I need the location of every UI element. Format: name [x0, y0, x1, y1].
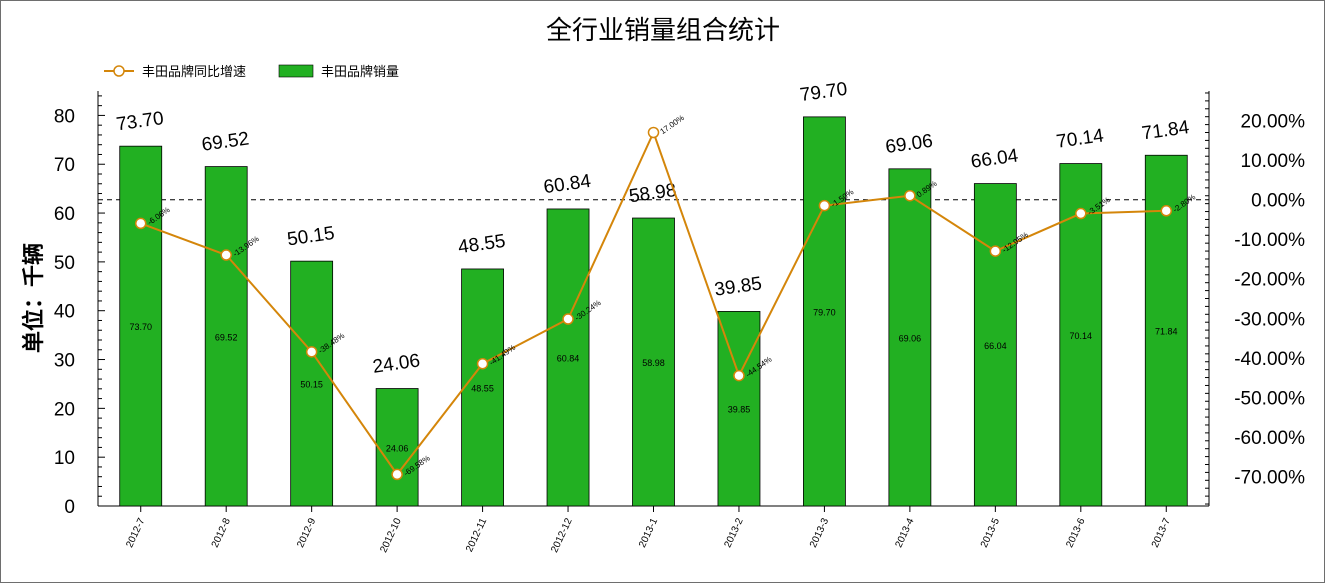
bar-inner-label: 66.04: [984, 341, 1007, 351]
bar-top-label: 58.98: [628, 180, 678, 207]
legend-label-sales: 丰田品牌销量: [321, 64, 399, 79]
bar: [717, 311, 761, 507]
left-tick-label: 40: [54, 302, 75, 323]
x-tick-label: 2013-3: [808, 516, 831, 549]
growth-point: [220, 249, 232, 261]
bar: [888, 168, 932, 507]
bar-top-label: 73.70: [115, 108, 165, 135]
left-tick-label: 0: [64, 497, 75, 518]
bar-inner-label: 73.70: [129, 322, 152, 332]
growth-point: [305, 346, 318, 358]
x-tick-label: 2012-9: [295, 516, 318, 549]
bar-top-label: 39.85: [713, 273, 763, 300]
bar: [290, 260, 334, 507]
legend-label-growth: 丰田品牌同比增速: [142, 64, 246, 79]
legend: 丰田品牌同比增速 丰田品牌销量: [104, 64, 399, 79]
bar-inner-label: 39.85: [728, 405, 751, 415]
bar-inner-label: 69.06: [899, 333, 922, 343]
bar-inner-label: 71.84: [1155, 327, 1178, 337]
growth-point: [904, 189, 916, 202]
right-tick-label: -70.00%: [1234, 467, 1305, 488]
x-tick-label: 2013-6: [1064, 516, 1087, 549]
growth-point: [562, 313, 574, 325]
bar-top-label: 24.06: [371, 350, 421, 377]
x-tick-label: 2012-10: [378, 516, 404, 554]
growth-point: [647, 126, 660, 139]
left-tick-label: 10: [54, 448, 75, 469]
bar-inner-label: 79.70: [813, 307, 836, 317]
right-tick-label: -30.00%: [1234, 309, 1305, 330]
left-tick-label: 20: [54, 399, 75, 420]
bar-inner-label: 50.15: [300, 380, 323, 390]
bar: [119, 145, 163, 507]
x-tick-label: 2012-12: [549, 516, 575, 554]
right-tick-label: 0.00%: [1251, 191, 1305, 212]
bar-top-label: 48.55: [457, 231, 507, 258]
right-tick-label: -50.00%: [1234, 388, 1305, 409]
bar: [204, 166, 248, 507]
left-tick-label: 70: [54, 155, 75, 176]
bar-top-label: 79.70: [799, 79, 849, 106]
bar: [546, 208, 590, 507]
bar-top-label: 69.06: [884, 131, 934, 158]
bar: [803, 116, 846, 507]
x-tick-label: 2013-2: [723, 516, 746, 549]
right-tick-label: -40.00%: [1234, 349, 1305, 370]
bar-inner-label: 69.52: [215, 332, 238, 342]
growth-point: [476, 357, 489, 370]
right-tick-label: 20.00%: [1241, 112, 1306, 133]
bar-inner-label: 60.84: [557, 353, 580, 363]
bar-top-label: 71.84: [1141, 117, 1191, 144]
x-tick-label: 2013-1: [637, 516, 660, 549]
bar: [375, 388, 419, 507]
x-tick-label: 2012-8: [210, 516, 233, 549]
right-tick-label: 10.00%: [1241, 151, 1306, 172]
bar: [461, 268, 504, 507]
growth-point: [391, 468, 403, 481]
right-tick-label: -20.00%: [1234, 270, 1305, 291]
bar-top-label: 70.14: [1055, 125, 1105, 152]
x-tick-label: 2012-11: [464, 516, 489, 554]
bar-series: 73.70 73.70 69.52 69.52 50.15 50.15 24.06 24.06…: [115, 79, 1191, 507]
growth-point: [134, 217, 147, 230]
bar-top-label: 50.15: [286, 223, 336, 250]
bar: [973, 183, 1017, 507]
growth-point: [989, 245, 1002, 257]
left-tick-label: 30: [54, 351, 75, 372]
legend-line-marker: [113, 65, 125, 77]
growth-point-label: 17.00%: [658, 113, 685, 136]
left-tick-label: 50: [54, 253, 75, 274]
growth-point: [1160, 205, 1173, 217]
bar-inner-label: 58.98: [642, 358, 665, 368]
bar-top-label: 66.04: [970, 145, 1020, 172]
bar-top-label: 60.84: [542, 171, 592, 198]
left-tick-label: 60: [54, 204, 75, 225]
growth-point: [733, 369, 745, 382]
growth-point: [818, 199, 831, 212]
y-axis-label: 单位：千辆: [21, 243, 46, 353]
right-tick-label: -10.00%: [1234, 230, 1305, 251]
bar-top-label: 69.52: [200, 128, 250, 155]
bar-inner-label: 70.14: [1070, 331, 1093, 341]
legend-bar-swatch: [278, 64, 314, 78]
x-tick-label: 2013-5: [979, 516, 1002, 549]
bar-inner-label: 24.06: [386, 443, 409, 453]
x-tick-label: 2013-4: [893, 516, 916, 549]
left-tick-label: 80: [54, 106, 75, 127]
right-tick-label: -60.00%: [1234, 428, 1305, 449]
growth-point: [1075, 207, 1087, 220]
bar: [632, 217, 675, 507]
bar-inner-label: 48.55: [471, 383, 494, 393]
x-tick-label: 2012-7: [124, 516, 147, 549]
chart-title: 全行业销量组合统计: [546, 15, 780, 45]
x-tick-label: 2013-7: [1150, 516, 1173, 549]
